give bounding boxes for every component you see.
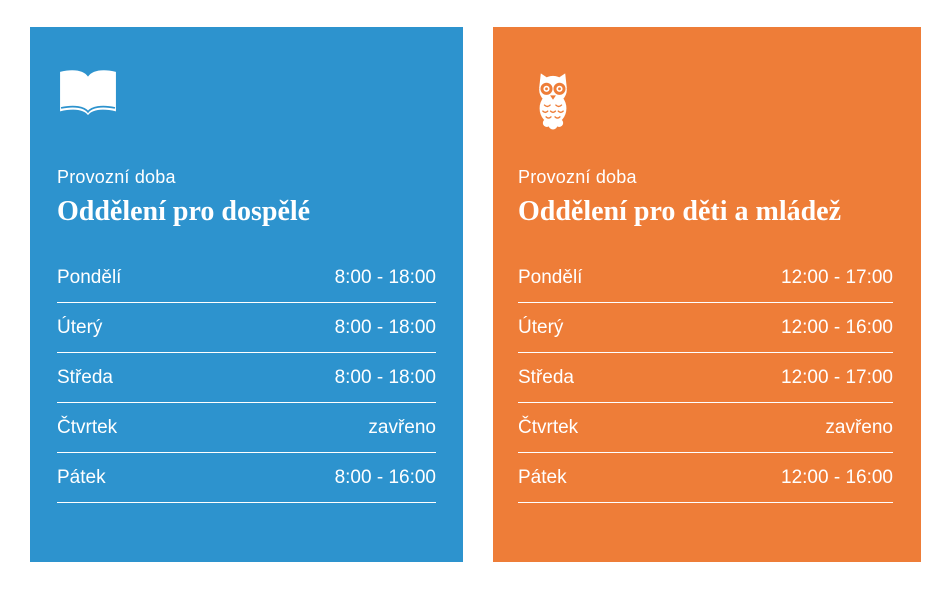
- day-name: Pátek: [57, 466, 106, 488]
- day-hours: 8:00 - 18:00: [334, 266, 436, 288]
- schedule-row-tuesday: Úterý 12:00 - 16:00: [518, 303, 893, 353]
- day-hours: zavřeno: [368, 416, 436, 438]
- day-name: Čtvrtek: [518, 416, 579, 438]
- open-book-icon: [57, 68, 436, 132]
- schedule-table: Pondělí 8:00 - 18:00 Úterý 8:00 - 18:00 …: [57, 253, 436, 503]
- card-label: Provozní doba: [57, 167, 176, 187]
- opening-hours-card-adults: Provozní doba Oddělení pro dospělé Pondě…: [30, 27, 463, 562]
- day-hours: zavřeno: [825, 416, 893, 438]
- opening-hours-card-children: Provozní doba Oddělení pro děti a mládež…: [493, 27, 921, 562]
- day-name: Pondělí: [518, 266, 583, 288]
- day-name: Pátek: [518, 466, 567, 488]
- schedule-table: Pondělí 12:00 - 17:00 Úterý 12:00 - 16:0…: [518, 253, 893, 503]
- day-hours: 12:00 - 16:00: [781, 316, 893, 338]
- schedule-row-thursday: Čtvrtek zavřeno: [518, 403, 893, 453]
- schedule-row-wednesday: Středa 8:00 - 18:00: [57, 353, 436, 403]
- schedule-row-tuesday: Úterý 8:00 - 18:00: [57, 303, 436, 353]
- day-name: Úterý: [57, 316, 103, 338]
- schedule-row-wednesday: Středa 12:00 - 17:00: [518, 353, 893, 403]
- schedule-row-friday: Pátek 12:00 - 16:00: [518, 453, 893, 503]
- day-name: Středa: [518, 366, 574, 388]
- schedule-row-monday: Pondělí 12:00 - 17:00: [518, 253, 893, 303]
- day-name: Středa: [57, 366, 113, 388]
- schedule-row-monday: Pondělí 8:00 - 18:00: [57, 253, 436, 303]
- schedule-row-friday: Pátek 8:00 - 16:00: [57, 453, 436, 503]
- schedule-row-thursday: Čtvrtek zavřeno: [57, 403, 436, 453]
- owl-icon: [518, 68, 893, 132]
- day-name: Čtvrtek: [57, 416, 118, 438]
- day-name: Úterý: [518, 316, 564, 338]
- day-hours: 8:00 - 18:00: [334, 366, 436, 388]
- card-label: Provozní doba: [518, 167, 637, 187]
- day-hours: 12:00 - 17:00: [781, 266, 893, 288]
- day-hours: 8:00 - 18:00: [334, 316, 436, 338]
- day-hours: 12:00 - 16:00: [781, 466, 893, 488]
- day-name: Pondělí: [57, 266, 122, 288]
- card-title: Oddělení pro děti a mládež: [518, 196, 842, 227]
- card-title: Oddělení pro dospělé: [57, 196, 311, 227]
- day-hours: 8:00 - 16:00: [334, 466, 436, 488]
- day-hours: 12:00 - 17:00: [781, 366, 893, 388]
